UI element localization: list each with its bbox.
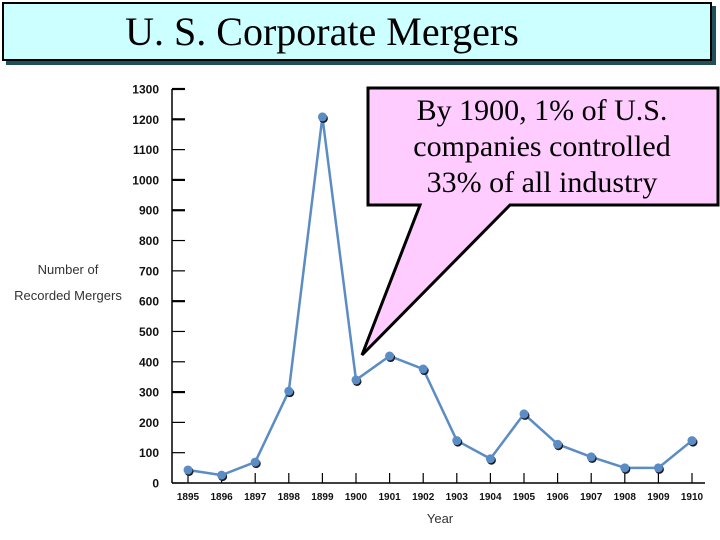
x-tick-label: 1896 (210, 492, 233, 503)
x-tick-label: 1898 (278, 492, 301, 503)
y-tick-label: 1000 (132, 173, 159, 187)
y-tick-label: 0 (152, 477, 159, 491)
x-tick-label: 1910 (681, 492, 704, 503)
y-tick-label: 200 (139, 416, 159, 430)
data-point (183, 465, 193, 475)
y-tick-label: 400 (139, 355, 159, 369)
data-point (217, 470, 227, 480)
y-tick-label: 600 (139, 295, 159, 309)
data-point (653, 463, 663, 473)
callout-line-2: companies controlled (413, 130, 670, 163)
series-line (187, 115, 693, 477)
x-tick-label: 1907 (580, 492, 603, 503)
data-point (317, 112, 327, 122)
data-point (586, 452, 596, 462)
data-point (385, 351, 395, 361)
x-axis: 1895 1896 1897 1898 1899 1900 1901 1902 1903 1904… (172, 473, 705, 503)
x-tick-label: 1904 (479, 492, 502, 503)
data-point (553, 439, 563, 449)
x-tick-label: 1899 (311, 492, 334, 503)
data-series (183, 112, 698, 482)
x-tick-label: 1895 (177, 492, 200, 503)
callout-shape (360, 86, 720, 357)
y-tick-label: 800 (139, 234, 159, 248)
callout-line-3: 33% of all industry (427, 166, 658, 199)
y-tick-label: 300 (139, 386, 159, 400)
slide-title: U. S. Corporate Mergers (125, 9, 519, 54)
y-tick-label: 700 (139, 264, 159, 278)
data-point (519, 409, 529, 419)
x-tick-label: 1903 (446, 492, 469, 503)
x-tick-label: 1905 (513, 492, 536, 503)
x-tick-label: 1909 (647, 492, 670, 503)
y-tick-label: 500 (139, 325, 159, 339)
slide-title-box: U. S. Corporate Mergers (2, 2, 712, 61)
data-point (284, 386, 294, 396)
data-point (620, 463, 630, 473)
x-tick-label: 1897 (244, 492, 267, 503)
y-tick-label: 1300 (132, 83, 159, 97)
data-point (418, 364, 428, 374)
y-axis-title-line2: Recorded Mergers (14, 288, 122, 303)
x-tick-label: 1908 (614, 492, 637, 503)
y-tick-label: 100 (139, 446, 159, 460)
x-tick-label: 1902 (412, 492, 435, 503)
y-tick-label: 1200 (132, 113, 159, 127)
y-axis-title-line1: Number of (38, 262, 99, 277)
y-tick-label: 900 (139, 204, 159, 218)
x-tick-label: 1906 (546, 492, 569, 503)
y-axis: 0 100 200 300 400 500 600 700 800 900 1000 1100 1200… (132, 83, 185, 491)
data-point (250, 457, 260, 467)
x-axis-title: Year (427, 511, 454, 526)
data-point (351, 375, 361, 385)
x-tick-label: 1900 (345, 492, 368, 503)
y-tick-label: 1100 (133, 143, 159, 157)
data-point (687, 436, 697, 446)
callout-line-1: By 1900, 1% of U.S. (417, 94, 668, 127)
x-tick-label: 1901 (378, 492, 401, 503)
data-point (452, 436, 462, 446)
callout-bubble: By 1900, 1% of U.S. companies controlled… (360, 86, 720, 357)
data-point (485, 454, 495, 464)
